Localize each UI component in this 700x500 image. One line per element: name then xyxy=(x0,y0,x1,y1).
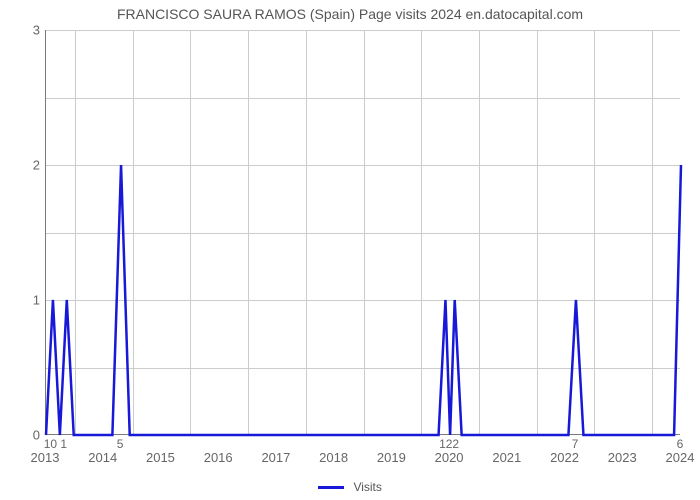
x-axis-tick-label: 2019 xyxy=(377,450,406,465)
legend: Visits xyxy=(0,480,700,494)
chart-title: FRANCISCO SAURA RAMOS (Spain) Page visit… xyxy=(0,6,700,22)
x-axis-tick-label: 2020 xyxy=(435,450,464,465)
x-axis-tick-label: 2024 xyxy=(666,450,695,465)
x-axis-tick-label: 2022 xyxy=(550,450,579,465)
data-point-label: 122 xyxy=(439,437,459,451)
data-point-label: 5 xyxy=(117,437,124,451)
x-axis-tick-label: 2016 xyxy=(204,450,233,465)
line-series xyxy=(46,30,681,435)
y-axis-tick-label: 1 xyxy=(10,293,40,308)
x-axis-tick-label: 2015 xyxy=(146,450,175,465)
data-point-label: 6 xyxy=(677,437,684,451)
data-point-label: 10 1 xyxy=(44,437,67,451)
x-axis-tick-label: 2017 xyxy=(261,450,290,465)
legend-label: Visits xyxy=(353,480,381,494)
x-axis-tick-label: 2023 xyxy=(608,450,637,465)
x-axis-tick-label: 2018 xyxy=(319,450,348,465)
plot-area xyxy=(45,30,680,435)
x-axis-tick-label: 2014 xyxy=(88,450,117,465)
y-axis-tick-label: 0 xyxy=(10,428,40,443)
chart-container xyxy=(45,30,680,435)
y-axis-tick-label: 3 xyxy=(10,23,40,38)
x-axis-tick-label: 2021 xyxy=(492,450,521,465)
data-point-label: 7 xyxy=(572,437,579,451)
legend-swatch xyxy=(318,486,344,489)
x-axis-tick-label: 2013 xyxy=(31,450,60,465)
y-axis-tick-label: 2 xyxy=(10,158,40,173)
